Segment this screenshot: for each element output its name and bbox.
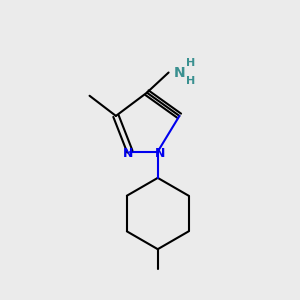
Text: N: N	[155, 147, 165, 160]
Text: N: N	[174, 65, 185, 80]
Text: N: N	[122, 147, 133, 160]
Text: H: H	[186, 58, 195, 68]
Text: H: H	[186, 76, 195, 86]
